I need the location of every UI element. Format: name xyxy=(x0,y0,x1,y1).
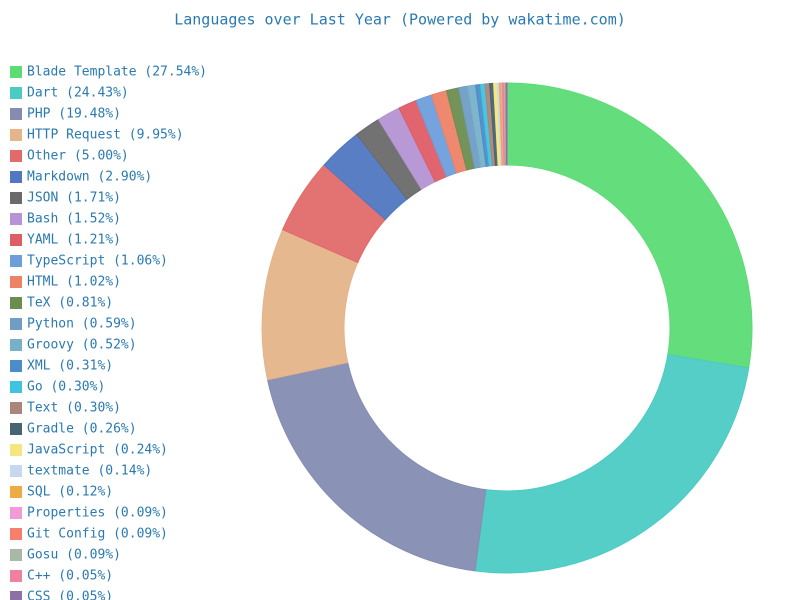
legend-label: Go (0.30%) xyxy=(27,380,105,395)
slice xyxy=(266,361,487,572)
legend-label: HTTP Request (9.95%) xyxy=(27,128,184,143)
legend-swatch xyxy=(10,528,22,540)
legend-label: Properties (0.09%) xyxy=(27,506,168,521)
legend-swatch xyxy=(10,591,22,600)
legend-swatch xyxy=(10,87,22,99)
legend-swatch xyxy=(10,66,22,78)
legend-label: C++ (0.05%) xyxy=(27,569,113,584)
legend-label: JSON (1.71%) xyxy=(27,191,121,206)
legend-label: TeX (0.81%) xyxy=(27,296,113,311)
slice xyxy=(474,353,750,574)
legend-label: HTML (1.02%) xyxy=(27,275,121,290)
legend-swatch xyxy=(10,507,22,519)
legend-label: CSS (0.05%) xyxy=(27,590,113,600)
slice xyxy=(506,82,753,369)
chart-title: Languages over Last Year (Powered by wak… xyxy=(174,11,626,29)
legend-swatch xyxy=(10,360,22,372)
legend-label: SQL (0.12%) xyxy=(27,485,113,500)
legend-swatch xyxy=(10,423,22,435)
legend-swatch xyxy=(10,234,22,246)
slice xyxy=(505,82,508,166)
legend-label: Text (0.30%) xyxy=(27,401,121,416)
legend-swatch xyxy=(10,465,22,477)
legend-label: TypeScript (1.06%) xyxy=(27,254,168,269)
legend-swatch xyxy=(10,129,22,141)
legend-swatch xyxy=(10,402,22,414)
legend-label: Bash (1.52%) xyxy=(27,212,121,227)
legend-swatch xyxy=(10,339,22,351)
legend-swatch xyxy=(10,171,22,183)
legend-label: Groovy (0.52%) xyxy=(27,338,137,353)
legend-swatch xyxy=(10,570,22,582)
legend-swatch xyxy=(10,444,22,456)
legend-swatch xyxy=(10,150,22,162)
legend-label: YAML (1.21%) xyxy=(27,233,121,248)
legend-label: Blade Template (27.54%) xyxy=(27,65,207,80)
legend-label: JavaScript (0.24%) xyxy=(27,443,168,458)
legend-swatch xyxy=(10,255,22,267)
legend-swatch xyxy=(10,192,22,204)
legend-swatch xyxy=(10,549,22,561)
legend-swatch xyxy=(10,297,22,309)
legend-label: Git Config (0.09%) xyxy=(27,527,168,542)
legend-label: XML (0.31%) xyxy=(27,359,113,374)
legend-swatch xyxy=(10,486,22,498)
legend-label: PHP (19.48%) xyxy=(27,107,121,122)
legend-label: Markdown (2.90%) xyxy=(27,170,152,185)
legend-label: textmate (0.14%) xyxy=(27,464,152,479)
legend-label: Gosu (0.09%) xyxy=(27,548,121,563)
legend-label: Python (0.59%) xyxy=(27,317,137,332)
legend-swatch xyxy=(10,276,22,288)
legend-swatch xyxy=(10,213,22,225)
legend-label: Other (5.00%) xyxy=(27,149,129,164)
legend-label: Gradle (0.26%) xyxy=(27,422,137,437)
legend-label: Dart (24.43%) xyxy=(27,86,129,101)
legend-swatch xyxy=(10,318,22,330)
legend-swatch xyxy=(10,381,22,393)
legend-swatch xyxy=(10,108,22,120)
